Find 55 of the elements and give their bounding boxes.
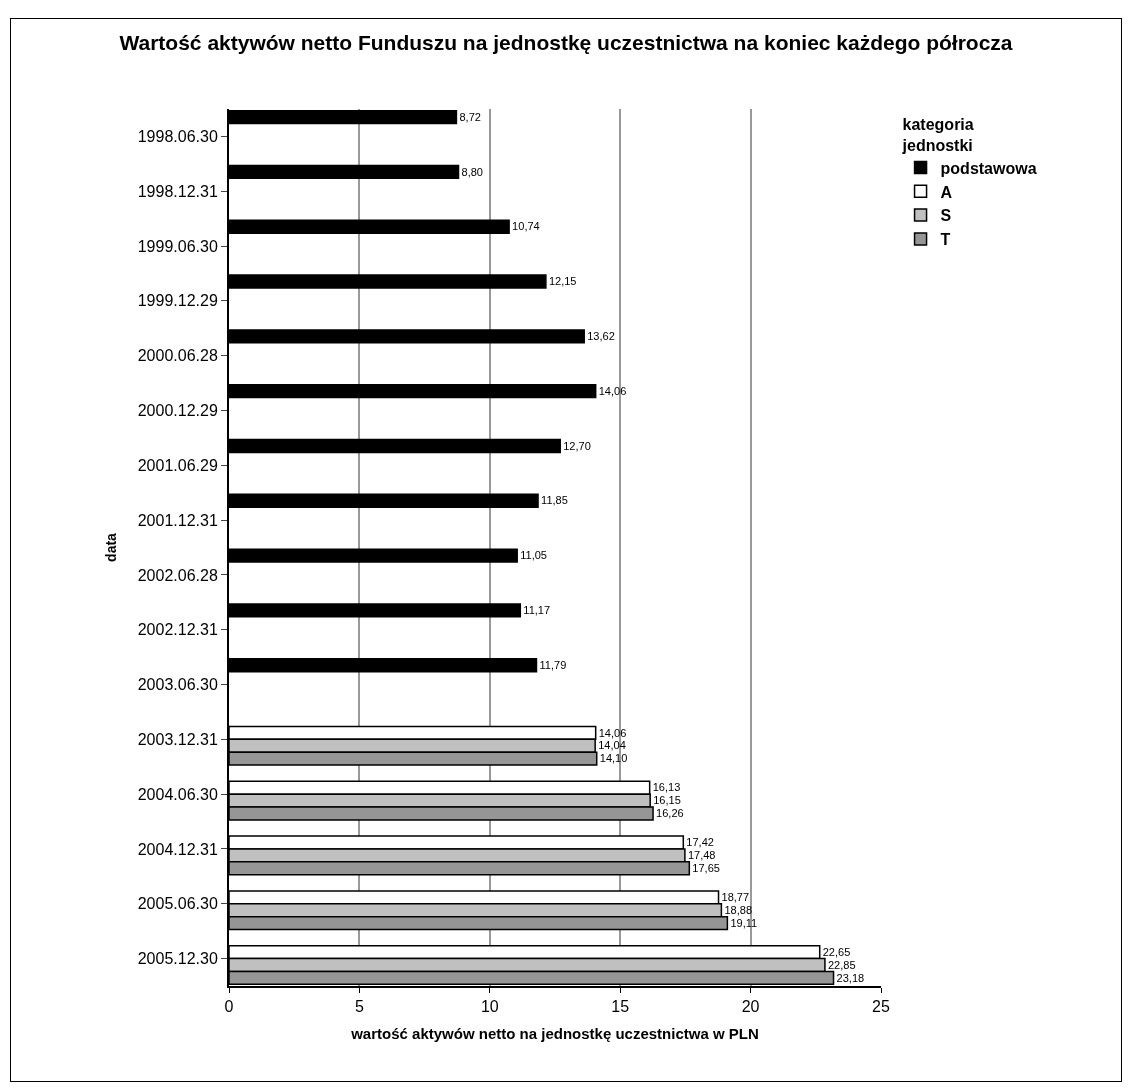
legend-label: S xyxy=(940,207,952,225)
data-label: 12,15 xyxy=(548,275,577,288)
data-label: 16,13 xyxy=(652,781,681,794)
x-tick-label: 5 xyxy=(354,998,364,1016)
data-label: 17,48 xyxy=(687,849,716,862)
y-tick-label: 2005.06.30 xyxy=(137,895,218,913)
data-label: 22,85 xyxy=(827,958,856,971)
x-tick-label: 15 xyxy=(611,998,630,1016)
data-label: 14,06 xyxy=(598,726,627,739)
data-label: 14,06 xyxy=(598,384,627,397)
data-label: 14,10 xyxy=(599,752,628,765)
y-tick-label: 2000.12.29 xyxy=(137,402,218,420)
y-tick-label: 1998.06.30 xyxy=(137,128,218,146)
x-tick-label: 10 xyxy=(480,998,499,1016)
y-tick-label: 2004.06.30 xyxy=(137,785,218,803)
data-label: 10,74 xyxy=(512,220,540,233)
y-tick-label: 2004.12.31 xyxy=(137,840,218,858)
data-label: 19,11 xyxy=(730,916,758,929)
y-tick-label: 1999.12.29 xyxy=(137,292,218,310)
y-tick-label: 2001.12.31 xyxy=(137,511,218,529)
data-label: 14,04 xyxy=(598,739,626,752)
x-tick-label: 25 xyxy=(872,998,890,1016)
y-tick-label: 2003.06.30 xyxy=(137,676,218,694)
data-label: 18,88 xyxy=(724,903,753,916)
y-tick-label: 2002.12.31 xyxy=(137,621,218,639)
data-label: 23,18 xyxy=(836,971,865,984)
data-label: 11,79 xyxy=(539,658,567,671)
x-tick-label: 20 xyxy=(741,998,760,1016)
data-label: 17,42 xyxy=(686,836,714,849)
data-label: 17,65 xyxy=(692,861,720,874)
x-tick-label: 0 xyxy=(224,998,234,1016)
y-tick-label: 2001.06.29 xyxy=(137,456,218,474)
x-axis-title: wartość aktywów netto na jednostkę uczestnictwa w PLN xyxy=(350,1024,759,1042)
data-label: 16,26 xyxy=(656,807,684,820)
y-axis-title: data xyxy=(102,532,119,562)
legend-label: T xyxy=(940,231,951,249)
y-tick-label: 1999.06.30 xyxy=(137,237,218,255)
data-label: 18,77 xyxy=(721,891,750,904)
data-label: 12,70 xyxy=(563,439,591,452)
data-label: 13,62 xyxy=(587,330,615,343)
data-label: 11,85 xyxy=(541,494,568,507)
legend-label: A xyxy=(940,183,953,201)
data-label: 11,17 xyxy=(523,604,551,617)
data-label: 16,15 xyxy=(653,794,681,807)
data-label: 22,65 xyxy=(822,945,851,958)
y-tick-label: 2002.06.28 xyxy=(137,566,218,584)
legend-label: podstawowa xyxy=(940,159,1037,177)
data-label: 11,05 xyxy=(520,549,547,562)
y-tick-label: 2000.06.28 xyxy=(137,347,218,365)
data-label: 8,72 xyxy=(459,110,481,123)
y-tick-label: 1998.12.31 xyxy=(137,182,218,200)
y-tick-label: 2005.12.30 xyxy=(137,950,218,968)
chart-title: Wartość aktywów netto Funduszu na jednostkę uczestnictwa na koniec każdego półrocza xyxy=(119,30,1013,54)
y-tick-label: 2003.12.31 xyxy=(137,730,218,748)
data-label: 8,80 xyxy=(461,165,483,178)
